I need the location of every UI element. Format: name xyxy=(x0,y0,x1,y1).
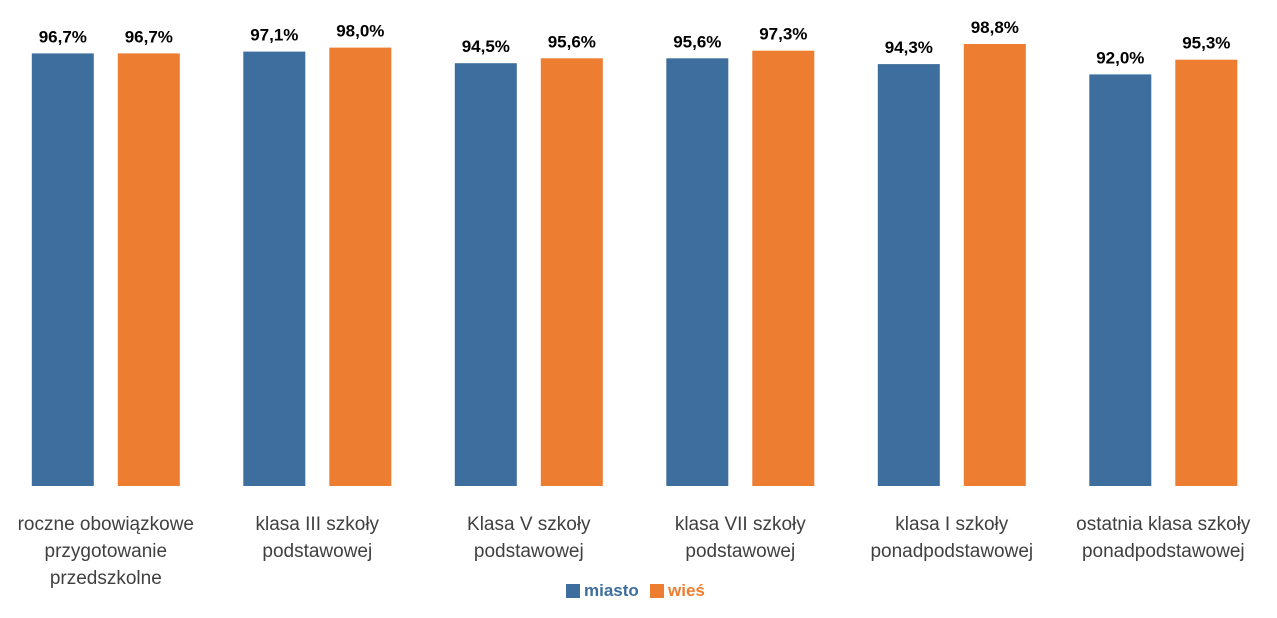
legend-label-wieś: wieś xyxy=(667,581,705,600)
category-label-5: ostatnia klasa szkoły ponadpodstawowej xyxy=(1076,514,1251,562)
bar-wieś-4 xyxy=(963,44,1026,486)
data-label-miasto-0: 96,7% xyxy=(39,27,87,46)
category-label-line: podstawowej xyxy=(685,541,795,562)
bar-wieś-0 xyxy=(117,53,180,487)
category-label-line: klasa I szkoły xyxy=(895,514,1008,535)
data-label-miasto-3: 95,6% xyxy=(673,32,721,51)
category-label-0: roczne obowiązkowe przygotowanie przedszko… xyxy=(18,514,194,589)
data-label-wieś-5: 95,3% xyxy=(1182,34,1230,53)
value-labels-layer: 96,7% 96,7% 97,1% 98,0% 94,5% 95,6% 95,6% 97,3%… xyxy=(39,18,1231,67)
data-label-wieś-4: 98,8% xyxy=(971,18,1019,37)
category-label-line: ponadpodstawowej xyxy=(870,541,1033,562)
category-label-line: klasa VII szkoły xyxy=(675,514,806,535)
bar-miasto-1 xyxy=(243,51,306,486)
data-label-wieś-2: 95,6% xyxy=(548,32,596,51)
bar-wieś-5 xyxy=(1175,59,1238,486)
data-label-miasto-4: 94,3% xyxy=(885,38,933,57)
category-label-1: klasa III szkoły podstawowej xyxy=(256,514,380,562)
data-label-miasto-1: 97,1% xyxy=(250,26,298,45)
data-label-miasto-5: 92,0% xyxy=(1096,48,1144,67)
data-label-wieś-3: 97,3% xyxy=(759,25,807,44)
category-label-line: ponadpodstawowej xyxy=(1082,541,1245,562)
category-label-line: podstawowej xyxy=(474,541,584,562)
legend-swatch-miasto xyxy=(566,584,580,598)
bar-miasto-2 xyxy=(454,63,517,486)
category-label-line: podstawowej xyxy=(262,541,372,562)
legend-swatch-wieś xyxy=(650,584,664,598)
bar-wieś-1 xyxy=(329,47,392,486)
legend-label-miasto: miasto xyxy=(584,581,639,600)
bar-miasto-0 xyxy=(31,53,94,487)
category-label-line: ostatnia klasa szkoły xyxy=(1076,514,1251,535)
category-label-3: klasa VII szkoły podstawowej xyxy=(675,514,806,562)
bars-layer xyxy=(31,44,1238,487)
data-label-wieś-1: 98,0% xyxy=(336,22,384,41)
bar-miasto-3 xyxy=(666,58,729,487)
bar-wieś-2 xyxy=(540,58,603,487)
category-labels-layer: roczne obowiązkowe przygotowanie przedszko… xyxy=(18,514,1251,589)
data-label-wieś-0: 96,7% xyxy=(125,27,173,46)
category-label-4: klasa I szkoły ponadpodstawowej xyxy=(870,514,1033,562)
bar-miasto-5 xyxy=(1089,74,1152,487)
category-label-line: klasa III szkoły xyxy=(256,514,380,535)
category-label-2: Klasa V szkoły podstawowej xyxy=(467,514,591,562)
legend: miasto wieś xyxy=(566,581,705,600)
data-label-miasto-2: 94,5% xyxy=(462,37,510,56)
category-label-line: przedszkolne xyxy=(50,568,162,589)
category-label-line: przygotowanie xyxy=(45,541,168,562)
category-label-line: roczne obowiązkowe xyxy=(18,514,194,535)
category-label-line: Klasa V szkoły xyxy=(467,514,591,535)
bar-miasto-4 xyxy=(877,64,940,486)
bar-wieś-3 xyxy=(752,50,815,486)
